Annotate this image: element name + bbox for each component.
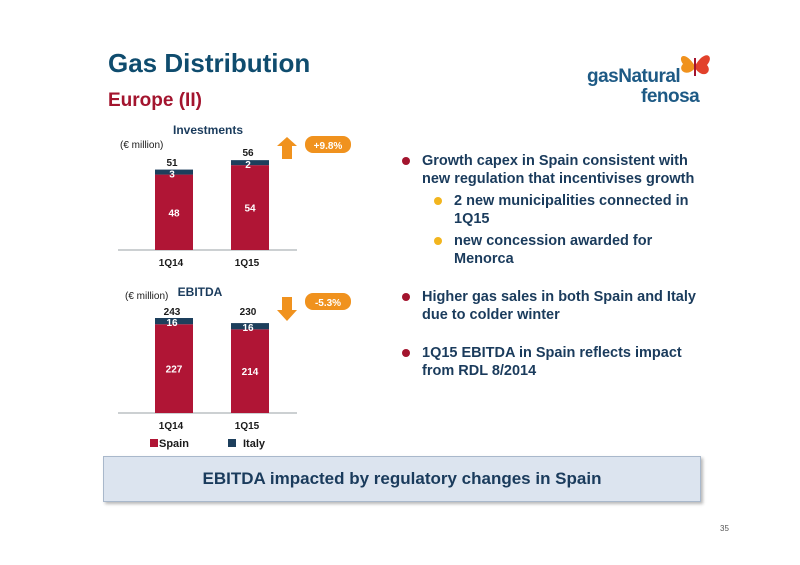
ebitda-bar-italy-1Q14 [155, 318, 193, 325]
ebitda-tick-1Q15: 1Q15 [235, 421, 260, 432]
sub-bullet-item-2: new concession awarded for Menorca [398, 232, 698, 268]
butterfly-icon [680, 55, 710, 76]
ebitda-label-spain-1Q14: 227 [166, 365, 183, 376]
company-logo: gasNatural fenosa [575, 48, 725, 108]
investments-tick-1Q14: 1Q14 [159, 258, 184, 269]
ebitda-total-1Q14: 243 [164, 307, 181, 318]
page-number: 35 [720, 524, 729, 533]
investments-chart: Investments (€ million) 48 351 1Q14 54 256 1Q15… [118, 123, 351, 269]
bullet-item-1: Growth capex in Spain consistent with ne… [398, 152, 698, 188]
legend-swatch-italy [228, 439, 236, 447]
bullet-item-2: Higher gas sales in both Spain and Italy… [398, 288, 698, 324]
bullet-item-3: 1Q15 EBITDA in Spain reflects impact fro… [398, 344, 698, 380]
investments-change-badge [305, 136, 351, 153]
summary-banner: EBITDA impacted by regulatory changes in… [103, 456, 701, 502]
ebitda-label-italy-1Q14: 16 [166, 318, 178, 329]
investments-tick-1Q15: 1Q15 [235, 258, 260, 269]
investments-bar-spain-1Q15 [231, 165, 269, 250]
ebitda-bar-italy-1Q15 [231, 323, 269, 330]
chart-legend: Spain Italy [150, 438, 266, 450]
investments-label-italy-1Q15: 2 [245, 160, 251, 171]
investments-bar-italy-1Q14 [155, 169, 193, 175]
investments-bar-italy-1Q15 [231, 160, 269, 166]
ebitda-chart: EBITDA(€ million)227162431Q14214162301Q1… [118, 285, 351, 432]
legend-label-italy: Italy [243, 438, 266, 450]
ebitda-change-badge [305, 293, 351, 310]
ebitda-label-spain-1Q15: 214 [242, 367, 259, 378]
ebitda-label-italy-1Q15: 16 [242, 323, 254, 334]
legend-label-spain: Spain [159, 438, 189, 450]
ebitda-bar-spain-1Q14 [155, 324, 193, 413]
investments-label-spain-1Q15: 54 [244, 204, 256, 215]
legend-swatch-spain [150, 439, 158, 447]
investments-total-1Q15: 56 [242, 148, 254, 159]
investments-unit-label: (€ million) [120, 140, 163, 151]
ebitda-tick-1Q14: 1Q14 [159, 421, 184, 432]
ebitda-down-arrow-icon [277, 297, 297, 321]
ebitda-title: EBITDA [178, 285, 223, 299]
ebitda-unit-label: (€ million) [125, 291, 168, 302]
investments-label-italy-1Q14: 3 [169, 170, 175, 181]
ebitda-bar-spain-1Q15 [231, 329, 269, 413]
bullet-list: Growth capex in Spain consistent with ne… [398, 152, 698, 380]
ebitda-total-1Q15: 230 [240, 307, 257, 318]
investments-total-1Q14: 51 [166, 158, 178, 169]
page-subtitle: Europe (II) [108, 90, 202, 111]
investments-label-spain-1Q14: 48 [168, 208, 180, 219]
logo-line2: fenosa [641, 86, 700, 107]
sub-bullet-item-1: 2 new municipalities connected in 1Q15 [398, 192, 698, 228]
investments-change-label: +9.8% [314, 141, 343, 152]
page-title: Gas Distribution [108, 48, 311, 78]
logo-line1: gasNatural [587, 66, 681, 87]
investments-up-arrow-icon [277, 137, 297, 159]
ebitda-change-label: -5.3% [315, 298, 341, 309]
investments-title: Investments [173, 123, 243, 137]
investments-bar-spain-1Q14 [155, 174, 193, 250]
